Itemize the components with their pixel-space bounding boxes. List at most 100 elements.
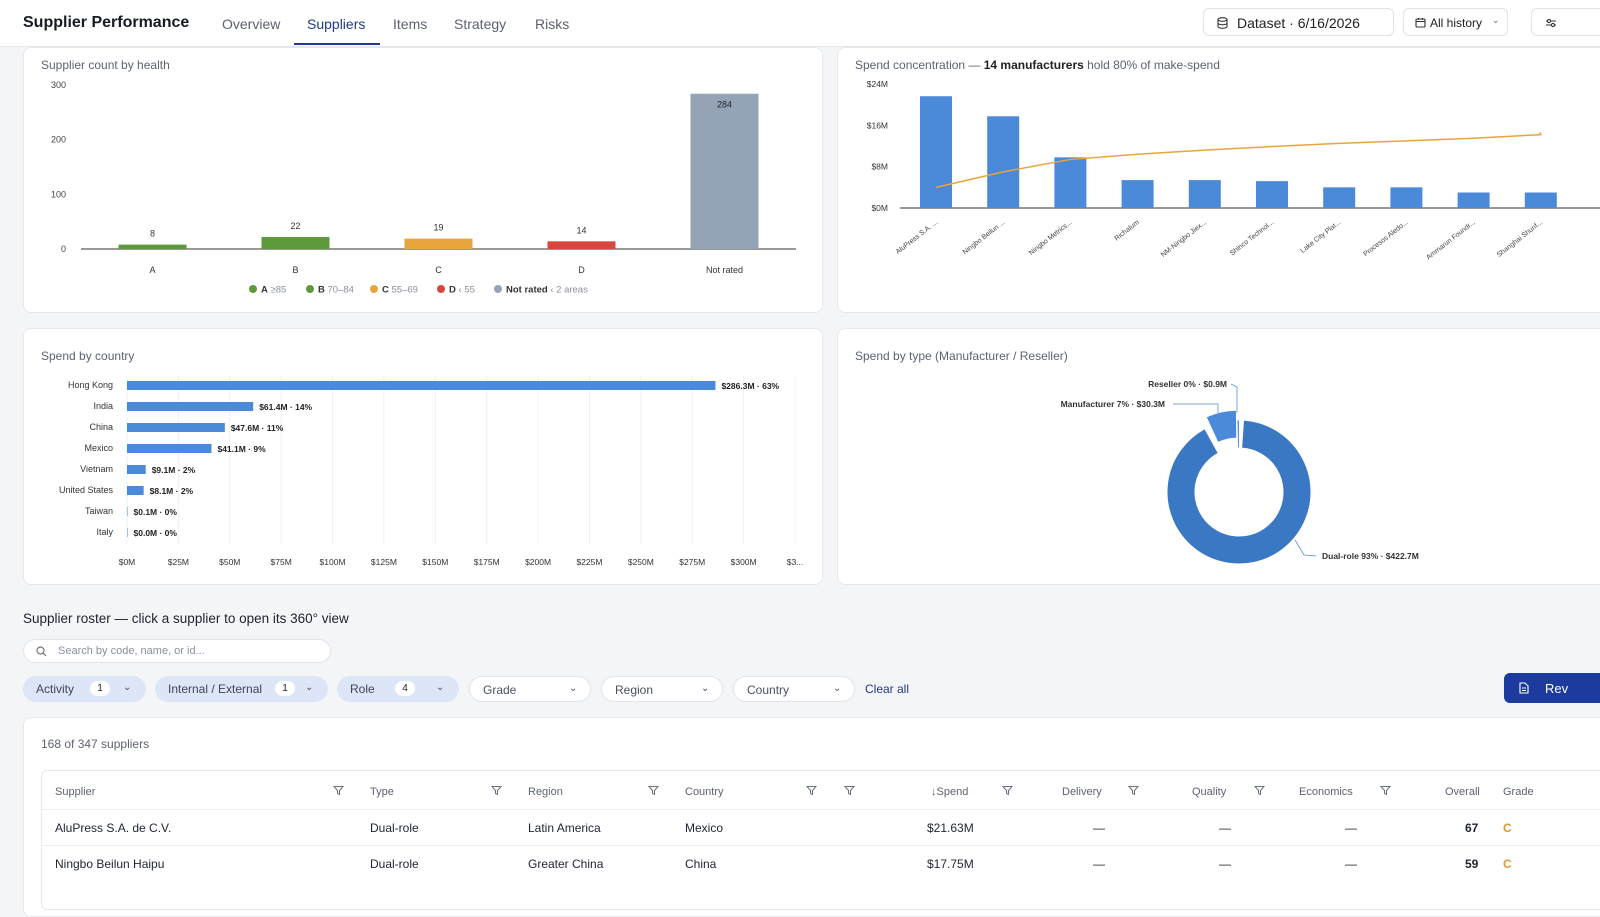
filter-role[interactable]: Role 4 ⌄ bbox=[337, 676, 459, 702]
data-label: $9.1M · 2% bbox=[152, 465, 196, 475]
tab-items[interactable]: Items bbox=[393, 16, 427, 32]
column-header-delivery[interactable]: Delivery bbox=[1062, 786, 1102, 798]
roster-title: Supplier roster — click a supplier to op… bbox=[23, 611, 349, 626]
filter-region[interactable]: Region ⌄ bbox=[601, 676, 723, 702]
filter-activity[interactable]: Activity 1 ⌄ bbox=[23, 676, 146, 702]
filter-label: Grade bbox=[483, 683, 516, 697]
x-tick-label: $150M bbox=[422, 557, 448, 567]
x-tick-label: $100M bbox=[320, 557, 346, 567]
column-header-grade[interactable]: Grade bbox=[1503, 786, 1534, 798]
tab-suppliers[interactable]: Suppliers bbox=[307, 16, 365, 32]
data-label: $0.1M · 0% bbox=[134, 507, 178, 517]
search-placeholder: Search by code, name, or id... bbox=[58, 645, 205, 657]
column-filter-icon[interactable] bbox=[1380, 785, 1391, 796]
x-tick-label: $25M bbox=[168, 557, 189, 567]
settings-button[interactable] bbox=[1531, 8, 1600, 36]
column-filter-icon[interactable] bbox=[806, 785, 817, 796]
bar bbox=[920, 96, 952, 208]
column-header-spend[interactable]: ↓Spend bbox=[931, 786, 968, 798]
bar-d bbox=[548, 241, 616, 249]
tab-strategy[interactable]: Strategy bbox=[454, 16, 506, 32]
filter-label: Internal / External bbox=[168, 682, 262, 696]
cell-quality: — bbox=[1219, 857, 1231, 871]
filter-grade[interactable]: Grade ⌄ bbox=[469, 676, 591, 702]
x-tick-label: B bbox=[292, 265, 298, 275]
data-label: $47.6M · 11% bbox=[231, 423, 284, 433]
bar bbox=[1323, 187, 1355, 208]
legend-swatch bbox=[437, 285, 445, 293]
data-label: $41.1M · 9% bbox=[217, 444, 266, 454]
column-header-region[interactable]: Region bbox=[528, 786, 563, 798]
roster-table-card: 168 of 347 suppliers Supplier Type Regio… bbox=[23, 717, 1600, 917]
country-chart: $0M$25M$50M$75M$100M$125M$150M$175M$200M… bbox=[24, 329, 823, 585]
y-tick-label: $16M bbox=[867, 120, 888, 130]
x-tick-label: Ningbo Metrics... bbox=[1028, 219, 1074, 257]
x-tick-label: $125M bbox=[371, 557, 397, 567]
y-tick-label: Vietnam bbox=[80, 464, 113, 474]
tab-risks[interactable]: Risks bbox=[535, 16, 569, 32]
clear-all-link[interactable]: Clear all bbox=[865, 682, 909, 696]
search-input[interactable]: Search by code, name, or id... bbox=[23, 639, 331, 663]
y-tick-label: 300 bbox=[51, 80, 66, 90]
data-label: $0.0M · 0% bbox=[134, 528, 178, 538]
bar bbox=[1525, 193, 1557, 209]
legend-swatch bbox=[494, 285, 502, 293]
legend-label: C 55–69 bbox=[382, 285, 418, 296]
callout-line-manufacturer bbox=[1173, 404, 1218, 413]
y-tick-label: China bbox=[89, 422, 113, 432]
cell-region: Latin America bbox=[528, 821, 601, 835]
database-icon bbox=[1217, 17, 1228, 29]
column-filter-icon[interactable] bbox=[844, 785, 855, 796]
x-tick-label: D bbox=[578, 265, 585, 275]
cell-spend: $21.63M bbox=[927, 821, 974, 835]
column-filter-icon[interactable] bbox=[1254, 785, 1265, 796]
legend-swatch bbox=[370, 285, 378, 293]
data-label: $8.1M · 2% bbox=[150, 486, 194, 496]
legend-label: D ‹ 55 bbox=[449, 285, 475, 296]
cell-spend: $17.75M bbox=[927, 857, 974, 871]
calendar-icon bbox=[1415, 17, 1426, 28]
column-header-overall[interactable]: Overall bbox=[1445, 786, 1480, 798]
x-tick-label: Richalum bbox=[1114, 219, 1141, 243]
filter-label: Country bbox=[747, 683, 789, 697]
supplier-count: 168 of 347 suppliers bbox=[41, 737, 149, 751]
filter-internal-external[interactable]: Internal / External 1 ⌄ bbox=[155, 676, 328, 702]
bar bbox=[127, 402, 253, 411]
sliders-icon bbox=[1545, 18, 1557, 28]
column-header-country[interactable]: Country bbox=[685, 786, 724, 798]
x-tick-label: Lake City Plat... bbox=[1299, 219, 1342, 255]
column-filter-icon[interactable] bbox=[1128, 785, 1139, 796]
column-filter-icon[interactable] bbox=[648, 785, 659, 796]
y-tick-label: United States bbox=[59, 485, 114, 495]
column-header-economics[interactable]: Economics bbox=[1299, 786, 1353, 798]
column-header-quality[interactable]: Quality bbox=[1192, 786, 1226, 798]
column-filter-icon[interactable] bbox=[491, 785, 502, 796]
tab-overview[interactable]: Overview bbox=[222, 16, 280, 32]
cell-type: Dual-role bbox=[370, 857, 419, 871]
x-tick-label: Not rated bbox=[706, 265, 743, 275]
column-header-type[interactable]: Type bbox=[370, 786, 394, 798]
cell-economics: — bbox=[1345, 821, 1357, 835]
legend-label: B 70–84 bbox=[318, 285, 354, 296]
column-filter-icon[interactable] bbox=[333, 785, 344, 796]
bar bbox=[127, 507, 128, 516]
legend-swatch bbox=[249, 285, 257, 293]
data-label: 284 bbox=[717, 100, 732, 110]
bar bbox=[1189, 180, 1221, 208]
y-tick-label: $0M bbox=[871, 203, 888, 213]
filter-label: Role bbox=[350, 682, 375, 696]
history-selector[interactable]: All history ⌄ bbox=[1403, 8, 1508, 36]
y-tick-label: 0 bbox=[61, 244, 66, 254]
filter-country[interactable]: Country ⌄ bbox=[733, 676, 855, 702]
review-button[interactable]: Rev bbox=[1504, 673, 1600, 703]
bar bbox=[127, 381, 715, 390]
legend-swatch bbox=[306, 285, 314, 293]
filter-count-badge: 4 bbox=[395, 681, 415, 696]
column-filter-icon[interactable] bbox=[1002, 785, 1013, 796]
column-header-supplier[interactable]: Supplier bbox=[55, 786, 95, 798]
dataset-selector[interactable]: Dataset · 6/16/2026 bbox=[1203, 8, 1394, 36]
filter-count-badge: 1 bbox=[275, 681, 295, 696]
